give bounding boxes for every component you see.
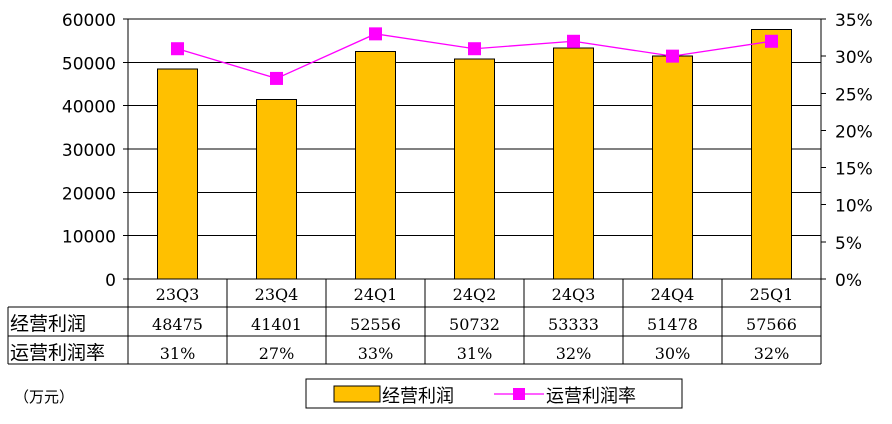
table-cell: 52556	[350, 315, 401, 334]
line-marker-24Q3	[567, 34, 580, 48]
line-marker-23Q4	[270, 71, 283, 85]
table-cell: 50732	[449, 315, 500, 334]
right-axis-tick-label: 10%	[835, 197, 873, 217]
bar-25Q1	[751, 29, 792, 280]
bar-24Q3	[553, 47, 594, 280]
table-cell: 51478	[647, 315, 698, 334]
bar-24Q4	[652, 55, 693, 280]
bar-24Q1	[355, 50, 396, 280]
table-cell: 41401	[251, 315, 302, 334]
category-label: 23Q4	[255, 285, 299, 304]
unit-label: （万元）	[14, 388, 75, 406]
table-cell: 32%	[754, 344, 790, 363]
table-cell: 31%	[160, 344, 196, 363]
table-cell: 33%	[358, 344, 394, 363]
bar-24Q2	[454, 58, 495, 280]
legend-swatch-bar	[333, 385, 381, 403]
right-axis-tick-label: 5%	[835, 234, 862, 254]
table-cell: 53333	[548, 315, 599, 334]
line-marker-25Q1	[765, 34, 778, 48]
table-cell: 57566	[746, 315, 797, 334]
right-axis-tick-label: 30%	[835, 48, 873, 68]
table-cell: 32%	[556, 344, 592, 363]
table-cell: 27%	[259, 344, 295, 363]
right-axis-tick-label: 35%	[835, 11, 873, 31]
left-axis-tick-label: 40000	[62, 98, 116, 118]
left-axis-tick-label: 50000	[62, 54, 116, 74]
left-axis-tick-label: 60000	[62, 11, 116, 31]
left-axis-tick-label: 30000	[62, 141, 116, 161]
left-axis-tick-label: 10000	[62, 228, 116, 248]
table-cell: 31%	[457, 344, 493, 363]
line-marker-23Q3	[171, 42, 184, 56]
legend-label-bar: 经营利润	[382, 386, 454, 407]
bar-23Q4	[256, 99, 297, 280]
left-axis-tick-label: 0	[105, 271, 116, 291]
category-label: 25Q1	[750, 285, 794, 304]
left-axis-tick-label: 20000	[62, 184, 116, 204]
table-row-label: 运营利润率	[10, 342, 105, 364]
category-label: 24Q2	[453, 285, 497, 304]
right-axis-tick-label: 20%	[835, 122, 873, 142]
category-label: 24Q1	[354, 285, 398, 304]
table-row-label: 经营利润	[10, 313, 86, 335]
legend-swatch-marker	[513, 388, 525, 400]
right-axis-tick-label: 0%	[835, 271, 862, 291]
right-axis-tick-label: 15%	[835, 160, 873, 180]
line-marker-24Q4	[666, 49, 679, 63]
category-label: 24Q4	[651, 285, 695, 304]
legend-label-line: 运营利润率	[546, 386, 636, 407]
bar-23Q3	[157, 68, 198, 280]
line-marker-24Q2	[468, 42, 481, 56]
right-axis-tick-label: 25%	[835, 85, 873, 105]
table-cell: 30%	[655, 344, 691, 363]
table-cell: 48475	[152, 315, 203, 334]
line-marker-24Q1	[369, 27, 382, 41]
category-label: 24Q3	[552, 285, 596, 304]
category-label: 23Q3	[156, 285, 200, 304]
